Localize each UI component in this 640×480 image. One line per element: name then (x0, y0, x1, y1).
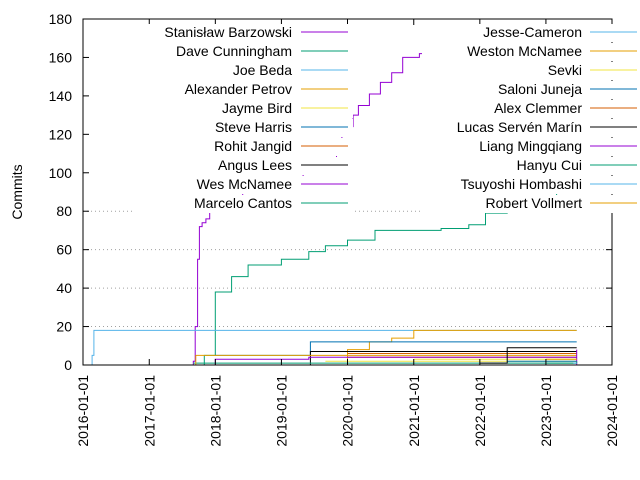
y-tick-label: 120 (49, 126, 73, 142)
legend-label: Alexander Petrov (185, 81, 292, 97)
x-tick-label: 2017-01-01 (141, 375, 157, 447)
x-tick-label: 2016-01-01 (75, 375, 91, 447)
x-tick-label: 2020-01-01 (340, 375, 356, 447)
legend-label: Jayme Bird (222, 100, 292, 116)
legend-entry-bg (422, 195, 640, 213)
y-tick-label: 20 (56, 319, 72, 335)
axes: 0 20 40 60 80 100 120 140 160 180 2016-01-01 2017-0… (49, 11, 620, 447)
legend-label: Sevki (548, 62, 582, 78)
legend-label: Saloni Juneja (498, 81, 582, 97)
legend: Stanisław Barzowski Dave Cunningham Joe Be… (132, 24, 640, 213)
legend-label: Liang Mingqiang (479, 138, 582, 154)
legend-label: Marcelo Cantos (194, 195, 292, 211)
y-tick-label: 80 (56, 203, 72, 219)
legend-entry-bg (422, 62, 640, 80)
legend-label: Tsuyoshi Hombashi (461, 176, 582, 192)
legend-entry-bg (422, 100, 640, 118)
y-tick-label: 140 (49, 88, 73, 104)
y-tick-label: 100 (49, 165, 73, 181)
legend-entry-bg (132, 24, 353, 42)
legend-entry-bg (422, 176, 640, 194)
legend-entry-bg (132, 62, 353, 80)
legend-entry-bg (422, 43, 640, 61)
x-tick-label: 2022-01-01 (472, 375, 488, 447)
legend-entry-bg (422, 81, 640, 99)
legend-label: Hanyu Cui (517, 157, 582, 173)
series-line (83, 186, 578, 366)
y-tick-label: 160 (49, 49, 73, 65)
series-line (86, 329, 577, 366)
legend-entry-bg (132, 138, 353, 156)
y-axis-label: Commits (9, 164, 25, 219)
legend-entry-bg (422, 138, 640, 156)
legend-label: Rohit Jangid (214, 138, 292, 154)
y-tick-label: 180 (49, 11, 73, 27)
series-line (479, 347, 577, 364)
legend-entry-bg (132, 157, 353, 175)
x-tick-label: 2024-01-01 (604, 375, 620, 447)
legend-label: Joe Beda (233, 62, 292, 78)
legend-entry-bg (132, 176, 353, 194)
legend-entry-bg (422, 119, 640, 137)
legend-entry-bg (132, 195, 353, 213)
y-tick-label: 60 (56, 242, 72, 258)
legend-label: Lucas Servén Marín (457, 119, 582, 135)
legend-label: Dave Cunningham (176, 43, 292, 59)
legend-entry-bg (132, 43, 353, 61)
x-tick-label: 2019-01-01 (273, 375, 289, 447)
legend-entry-bg (422, 24, 640, 42)
legend-label: Jesse-Cameron (483, 24, 582, 40)
legend-label: Wes McNamee (197, 176, 293, 192)
legend-label: Steve Harris (215, 119, 292, 135)
legend-entry-bg (422, 157, 640, 175)
legend-label: Robert Vollmert (486, 195, 583, 211)
x-tick-label: 2023-01-01 (538, 375, 554, 447)
grid-lines (83, 210, 612, 328)
legend-entry-bg (132, 100, 353, 118)
y-tick-label: 40 (56, 280, 72, 296)
x-tick-label: 2018-01-01 (207, 375, 223, 447)
legend-entry-bg (132, 81, 353, 99)
y-tick-label: 0 (64, 357, 72, 373)
legend-label: Angus Lees (218, 157, 292, 173)
legend-label: Stanisław Barzowski (164, 24, 292, 40)
legend-entry-bg (132, 119, 353, 137)
legend-label: Weston McNamee (467, 43, 582, 59)
legend-label: Alex Clemmer (494, 100, 582, 116)
x-tick-label: 2021-01-01 (406, 375, 422, 447)
